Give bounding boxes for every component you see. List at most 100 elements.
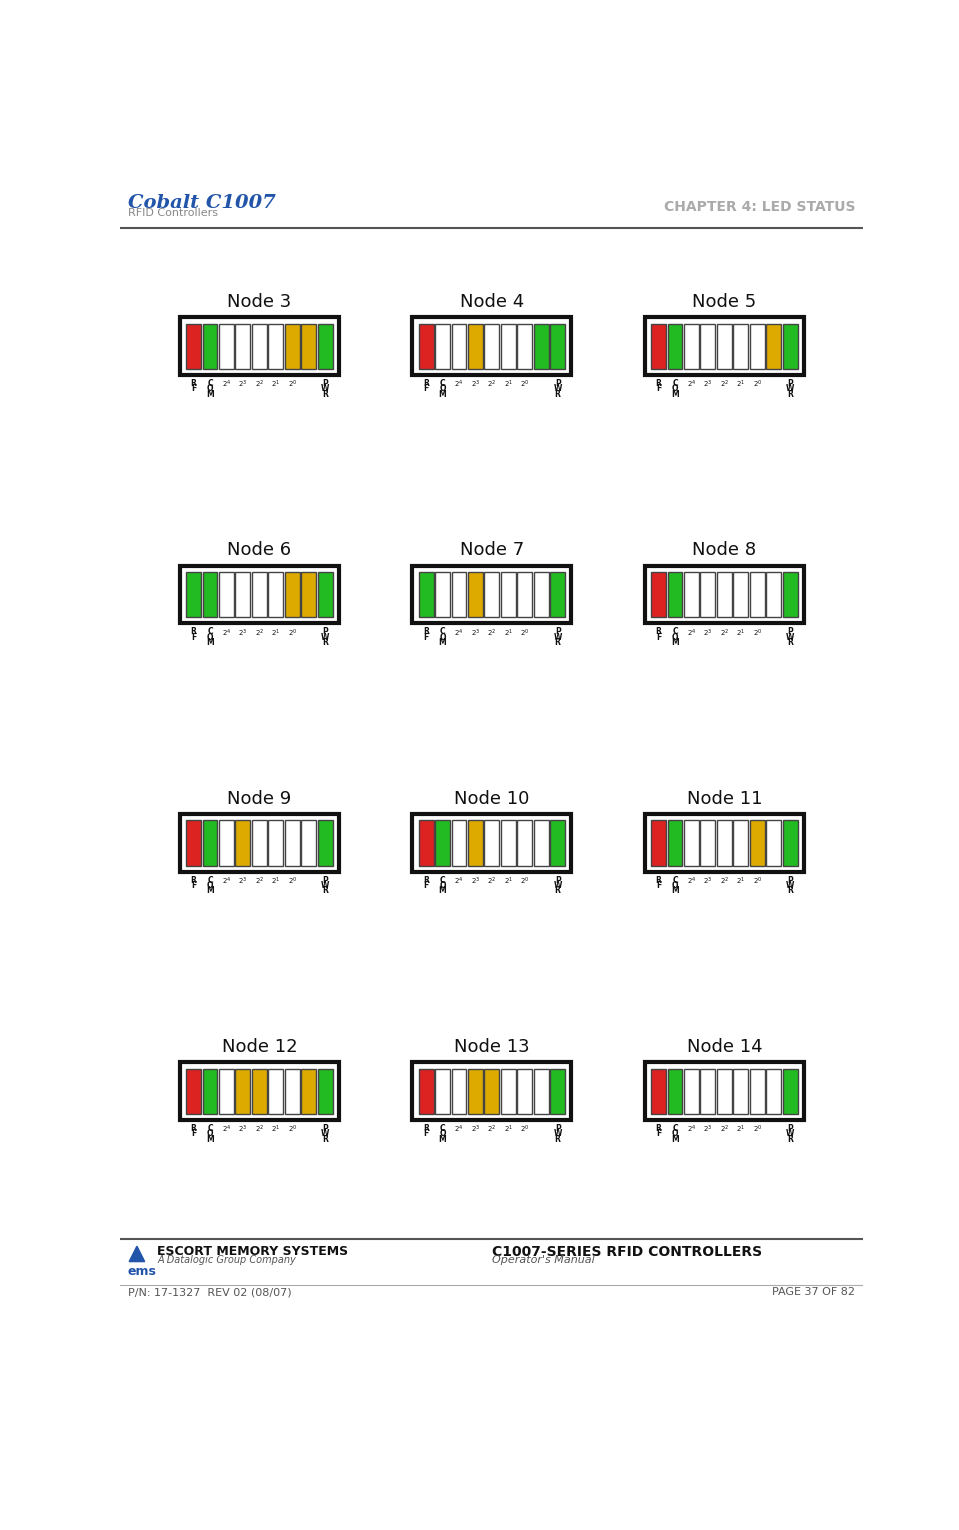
Text: $2^1$: $2^1$ — [271, 379, 280, 390]
Text: W: W — [786, 1129, 794, 1138]
Bar — [783, 572, 798, 617]
Bar — [412, 566, 572, 623]
Text: $2^0$: $2^0$ — [520, 875, 529, 887]
Text: $2^1$: $2^1$ — [271, 875, 280, 887]
Text: M: M — [438, 638, 446, 647]
Bar — [550, 820, 565, 866]
Text: $2^2$: $2^2$ — [255, 379, 264, 390]
Bar — [766, 820, 782, 866]
Text: O: O — [672, 384, 678, 393]
Bar — [252, 323, 267, 369]
Text: O: O — [439, 384, 446, 393]
Text: $2^4$: $2^4$ — [455, 875, 463, 887]
Text: $2^4$: $2^4$ — [222, 875, 231, 887]
Text: P: P — [787, 627, 793, 636]
Text: W: W — [321, 881, 329, 890]
Text: P: P — [555, 379, 561, 389]
Text: R: R — [656, 627, 662, 636]
Text: $2^4$: $2^4$ — [222, 1125, 231, 1135]
Text: M: M — [671, 638, 679, 647]
Bar — [468, 323, 483, 369]
Text: F: F — [656, 633, 661, 641]
Bar — [667, 820, 683, 866]
Bar — [285, 820, 300, 866]
Text: $2^2$: $2^2$ — [255, 627, 264, 638]
Text: M: M — [206, 1135, 214, 1144]
Bar — [186, 572, 201, 617]
Bar — [317, 820, 333, 866]
Text: R: R — [787, 390, 793, 399]
Text: $2^0$: $2^0$ — [753, 875, 762, 887]
Text: $2^4$: $2^4$ — [455, 627, 463, 638]
Polygon shape — [129, 1247, 145, 1262]
Text: O: O — [207, 1129, 213, 1138]
Bar — [517, 323, 532, 369]
Bar — [534, 572, 549, 617]
Bar — [202, 572, 218, 617]
Bar — [651, 1068, 667, 1114]
Bar — [236, 323, 250, 369]
Text: M: M — [438, 1135, 446, 1144]
Text: F: F — [424, 881, 429, 890]
Text: W: W — [553, 384, 562, 393]
Text: $2^0$: $2^0$ — [288, 1125, 297, 1135]
Bar — [766, 572, 782, 617]
Bar — [317, 572, 333, 617]
Bar — [750, 820, 764, 866]
Text: R: R — [191, 379, 197, 389]
Text: $2^3$: $2^3$ — [471, 627, 480, 638]
Text: $2^4$: $2^4$ — [222, 379, 231, 390]
Bar — [645, 1062, 804, 1120]
Bar — [484, 572, 500, 617]
Text: W: W — [321, 1129, 329, 1138]
Bar — [419, 572, 433, 617]
Bar — [717, 323, 732, 369]
Text: $2^3$: $2^3$ — [238, 875, 247, 887]
Bar — [219, 572, 234, 617]
Bar — [435, 323, 450, 369]
Text: O: O — [207, 633, 213, 641]
Text: M: M — [438, 390, 446, 399]
Bar — [412, 317, 572, 375]
Text: $2^1$: $2^1$ — [737, 379, 745, 390]
Text: C: C — [440, 627, 445, 636]
Text: R: R — [322, 390, 328, 399]
Bar — [667, 572, 683, 617]
Bar — [750, 1068, 764, 1114]
Text: $2^4$: $2^4$ — [455, 379, 463, 390]
Text: $2^4$: $2^4$ — [455, 1125, 463, 1135]
Text: P: P — [322, 627, 328, 636]
Text: W: W — [786, 633, 794, 641]
Text: M: M — [206, 638, 214, 647]
Text: M: M — [438, 886, 446, 895]
Text: F: F — [656, 881, 661, 890]
Text: $2^2$: $2^2$ — [255, 875, 264, 887]
Text: $2^2$: $2^2$ — [720, 875, 729, 887]
Text: O: O — [439, 1129, 446, 1138]
Text: R: R — [191, 1125, 197, 1132]
Bar — [734, 1068, 748, 1114]
Text: $2^3$: $2^3$ — [703, 379, 713, 390]
Text: R: R — [787, 886, 793, 895]
Text: P: P — [555, 627, 561, 636]
Bar — [517, 1068, 532, 1114]
Text: ESCORT MEMORY SYSTEMS: ESCORT MEMORY SYSTEMS — [157, 1245, 348, 1258]
Bar — [269, 1068, 283, 1114]
Text: $2^2$: $2^2$ — [487, 379, 497, 390]
Bar — [667, 1068, 683, 1114]
Text: $2^2$: $2^2$ — [720, 379, 729, 390]
Text: F: F — [191, 881, 197, 890]
Text: P: P — [787, 1125, 793, 1132]
Text: R: R — [423, 875, 429, 884]
Bar — [645, 814, 804, 872]
Text: $2^1$: $2^1$ — [737, 1125, 745, 1135]
Text: Node 9: Node 9 — [227, 789, 292, 808]
Text: C: C — [440, 379, 445, 389]
Bar — [717, 572, 732, 617]
Text: F: F — [191, 1129, 197, 1138]
Text: $2^2$: $2^2$ — [487, 875, 497, 887]
Bar — [186, 820, 201, 866]
Text: $2^4$: $2^4$ — [222, 627, 231, 638]
Text: M: M — [206, 390, 214, 399]
Text: $2^3$: $2^3$ — [703, 875, 713, 887]
